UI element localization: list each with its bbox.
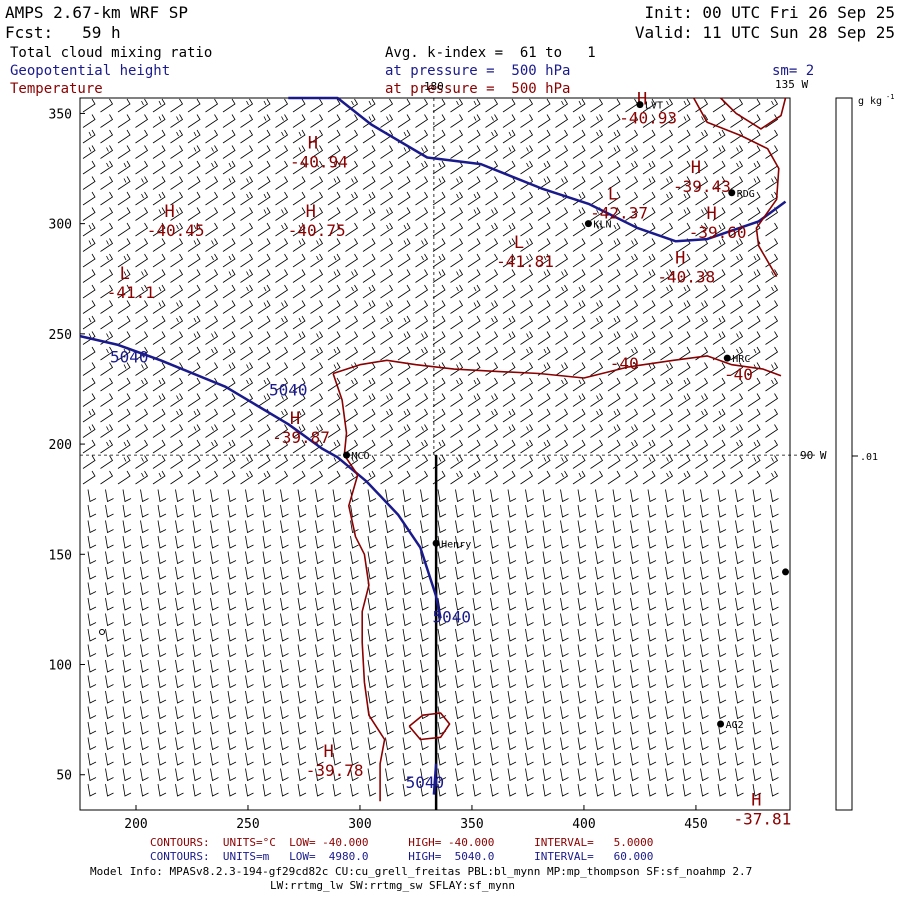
pressure-center-letter: L (120, 264, 130, 284)
station-marker (584, 220, 592, 228)
field-height-label: Geopotential height (10, 63, 171, 79)
pressure-center-letter: H (751, 791, 761, 811)
height-contour-info: CONTOURS: UNITS=m LOW= 4980.0 HIGH= 5040… (150, 850, 654, 863)
pressure-center-value: -42.37 (590, 203, 648, 222)
pressure-center-value: -41.1 (107, 283, 155, 302)
y-tick-label: 350 (49, 107, 72, 122)
longitude-label: 90 W (800, 449, 827, 462)
station-marker (782, 568, 790, 576)
temperature-contour-info: CONTOURS: UNITS=°C LOW= -40.000 HIGH= -4… (150, 836, 654, 849)
station-label: MCO (352, 451, 370, 462)
contour-value-label: -40 (610, 354, 639, 373)
station-label: RDG (737, 189, 755, 200)
forecast-hour: Fcst: 59 h (5, 23, 121, 42)
station-label: Henry (441, 539, 471, 550)
pressure-center-value: -40.93 (619, 109, 677, 128)
y-tick-label: 250 (49, 328, 72, 343)
model-info-line1: Model Info: MPASv8.2.3-194-gf29cd82c CU:… (90, 865, 753, 878)
longitude-label: 135 W (775, 78, 808, 91)
station-marker (636, 101, 644, 109)
contour-value-label: -40 (724, 365, 753, 384)
height-contour-line (79, 334, 442, 619)
init-time: Init: 00 UTC Fri 26 Sep 25 (644, 3, 895, 22)
y-tick-label: 300 (49, 218, 72, 233)
pressure-center-value: -39.43 (673, 177, 731, 196)
field-cloud-label: Total cloud mixing ratio (10, 45, 213, 61)
pressure-center-letter: H (164, 202, 174, 222)
pressure-center-value: -40.94 (290, 153, 348, 172)
x-tick-label: 400 (572, 817, 595, 832)
field-temperature-label: Temperature (10, 81, 103, 97)
colorbar-tick-label: .01 (860, 452, 878, 463)
temperature-contour-line (408, 712, 451, 741)
pressure-center-letter: L (608, 184, 618, 204)
station-label: HRC (732, 354, 750, 365)
pressure-center-letter: H (675, 248, 685, 268)
x-tick-label: 350 (460, 817, 483, 832)
x-tick-label: 450 (684, 817, 707, 832)
height-contour-line (288, 96, 787, 243)
pressure-center-letter: H (691, 158, 701, 178)
pressure-center-value: -39.78 (306, 761, 364, 780)
station-label: LVT (645, 101, 663, 112)
temperature-contour-line (693, 97, 780, 278)
temperature-pressure-level: at pressure = 500 hPa (385, 81, 571, 97)
pressure-center-letter: H (323, 742, 333, 762)
pressure-center-value: -41.81 (496, 252, 554, 271)
pressure-center-value: -40.45 (147, 221, 205, 240)
wind-barb-field (82, 98, 779, 797)
pressure-center-value: -39.60 (689, 223, 747, 242)
y-tick-label: 100 (49, 659, 72, 674)
temperature-contour-line (720, 97, 787, 130)
colorbar (835, 97, 853, 811)
contour-value-label: 5040 (110, 348, 149, 367)
temperature-contour-line (332, 355, 782, 379)
y-tick-label: 200 (49, 438, 72, 453)
pressure-center-value: -39.87 (272, 428, 330, 447)
station-marker (723, 354, 731, 362)
small-circle-marker (99, 629, 105, 635)
station-label: AG2 (726, 720, 744, 731)
y-tick-label: 50 (56, 769, 72, 784)
pressure-center-value: -40.38 (657, 267, 715, 286)
height-contour-line (432, 763, 438, 795)
model-title: AMPS 2.67-km WRF SP (5, 3, 189, 22)
valid-time: Valid: 11 UTC Sun 28 Sep 25 (634, 23, 895, 42)
height-pressure-level: at pressure = 500 hPa (385, 63, 571, 79)
pressure-center-letter: H (290, 409, 300, 429)
longitude-label: 180 (424, 80, 444, 93)
contour-value-label: 5040 (269, 381, 308, 400)
x-tick-label: 250 (236, 817, 259, 832)
smoothing-label: sm= 2 (772, 63, 815, 79)
station-marker (432, 539, 440, 547)
pressure-center-value: -37.81 (734, 810, 792, 829)
x-tick-label: 200 (124, 817, 147, 832)
colorbar-unit-exponent: -1 (886, 93, 894, 101)
temperature-contour-line (332, 373, 386, 802)
x-tick-label: 300 (348, 817, 371, 832)
y-tick-label: 150 (49, 548, 72, 563)
station-label: KLN (593, 220, 611, 231)
pressure-center-letter: H (306, 202, 316, 222)
station-marker (343, 451, 351, 459)
contour-value-label: 5040 (406, 773, 445, 792)
pressure-center-value: -40.75 (288, 221, 346, 240)
pressure-center-letter: L (514, 233, 524, 253)
pressure-center-letter: H (706, 204, 716, 224)
model-info-line2: LW:rrtmg_lw SW:rrtmg_sw SFLAY:sf_mynn (270, 879, 516, 892)
pressure-center-letter: H (637, 90, 647, 110)
station-marker (728, 189, 736, 197)
pressure-center-letter: H (308, 134, 318, 154)
contour-value-label: 5040 (433, 608, 472, 627)
k-index-average: Avg. k-index = 61 to 1 (385, 45, 596, 61)
colorbar-unit: g kg (858, 96, 882, 107)
station-marker (717, 720, 725, 728)
